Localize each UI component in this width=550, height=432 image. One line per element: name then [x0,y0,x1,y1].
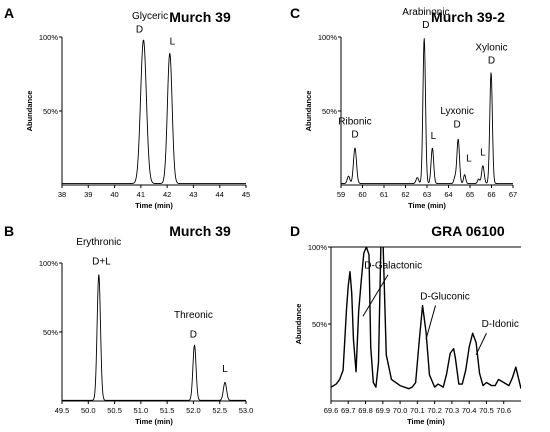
x-tick-label-b: 51.5 [160,406,175,415]
x-tick-label-a: 41 [137,190,145,199]
x-axis-label-c: Time (min) [408,201,446,210]
trace-line-c [341,38,513,184]
peak-label-c: D [351,130,358,141]
chart-title-c: Murch 39-2 [431,9,505,25]
x-tick-label-a: 42 [163,190,171,199]
peak-label-c: L [480,147,486,158]
x-tick-label-d: 69.9 [376,406,391,415]
peak-label-c: Arabinonic [402,7,449,18]
y-axis-label-a: Abundance [25,91,34,132]
chart-title-b: Murch 39 [169,223,231,239]
chart-title-a: Murch 39 [169,9,231,25]
peak-label-c: D [488,56,495,67]
peak-label-b: Threonic [174,310,213,321]
y-tick-label-c: 100% [318,33,338,42]
x-axis-label-d: Time (min) [407,417,445,426]
x-tick-label-b: 50.0 [81,406,96,415]
panel-letter-a: A [4,5,14,21]
panel-letter-c: C [290,5,300,21]
trace-line-b [62,274,246,401]
x-tick-label-c: 63 [423,190,431,199]
x-tick-label-d: 70.5 [479,406,494,415]
x-tick-label-a: 39 [84,190,92,199]
x-tick-label-b: 50.5 [107,406,122,415]
x-axis-label-a: Time (min) [135,201,173,210]
chart-panel-c: C Murch 39-2 50% 100% 59 60 61 62 63 64 65 66 67 Time… [290,5,517,210]
peak-label-c: Ribonic [338,116,371,127]
panel-letter-d: D [290,223,300,239]
x-tick-label-c: 65 [466,190,474,199]
peak-label-b: D+L [92,256,111,267]
x-tick-label-a: 38 [58,190,66,199]
x-tick-label-d: 70.3 [445,406,460,415]
x-tick-label-a: 45 [242,190,250,199]
chart-panel-a: A Murch 39 50% 100% 38 39 40 41 42 43 44 45 Time (mi… [4,5,250,210]
peak-label-d: D-Gluconic [420,291,469,302]
annotation-leader-line-d [425,305,436,340]
x-tick-label-c: 64 [444,190,452,199]
peak-label-b: Erythronic [76,237,121,248]
x-tick-label-a: 40 [110,190,118,199]
x-tick-label-b: 52.0 [186,406,201,415]
panel-letter-b: B [4,223,14,239]
x-tick-label-d: 70.4 [462,406,477,415]
x-tick-label-c: 66 [487,190,495,199]
peak-label-c: Xylonic [475,42,507,53]
chart-panel-b: B Murch 39 50% 100% 49.5 50.0 50.5 51.0 51.5 52.0… [4,223,253,426]
x-tick-label-c: 59 [337,190,345,199]
x-axis-label-b: Time (min) [135,417,173,426]
x-tick-label-d: 70.1 [410,406,425,415]
y-tick-label-b: 50% [43,328,58,337]
peak-label-b: L [222,364,228,375]
x-tick-label-c: 60 [358,190,366,199]
x-tick-label-d: 70.0 [393,406,408,415]
peak-label-c: D [422,20,429,31]
peak-label-c: Lyxonic [440,106,474,117]
peak-label-b: D [190,330,197,341]
peak-label-a: L [170,36,176,47]
peak-label-a: D [136,25,143,36]
peak-label-d: D-Galactonic [364,261,422,272]
x-tick-label-d: 69.6 [324,406,339,415]
x-tick-label-b: 51.0 [134,406,149,415]
x-tick-label-a: 43 [189,190,197,199]
x-tick-label-c: 67 [509,190,517,199]
x-tick-label-d: 70.6 [496,406,511,415]
y-tick-label-a: 50% [43,107,58,116]
x-tick-label-b: 53.0 [239,406,254,415]
y-tick-label-c: 50% [322,107,337,116]
y-tick-label-d: 50% [312,320,327,329]
x-tick-label-d: 69.7 [341,406,356,415]
annotation-leader-line-d [362,274,389,317]
peak-label-d: D-Idonic [482,319,519,330]
y-axis-label-d: Abundance [294,304,303,345]
y-tick-label-b: 100% [39,259,59,268]
chart-title-d: GRA 06100 [431,223,505,239]
y-tick-label-a: 100% [39,33,59,42]
peak-label-c: L [431,131,437,142]
peak-label-c: L [466,153,472,164]
peak-label-a: Glyceric [132,11,168,22]
trace-line-d [331,247,521,390]
trace-line-a [62,39,246,184]
peak-label-c: D [453,119,460,130]
x-tick-label-d: 70.2 [427,406,442,415]
x-tick-label-b: 52.5 [212,406,227,415]
x-tick-label-b: 49.5 [55,406,70,415]
y-tick-label-d: 100% [308,243,328,252]
x-tick-label-a: 44 [216,190,224,199]
x-tick-label-d: 69.8 [358,406,373,415]
x-tick-label-c: 62 [401,190,409,199]
annotation-leader-line-d [475,333,487,356]
x-tick-label-c: 61 [380,190,388,199]
y-axis-label-c: Abundance [304,91,313,132]
